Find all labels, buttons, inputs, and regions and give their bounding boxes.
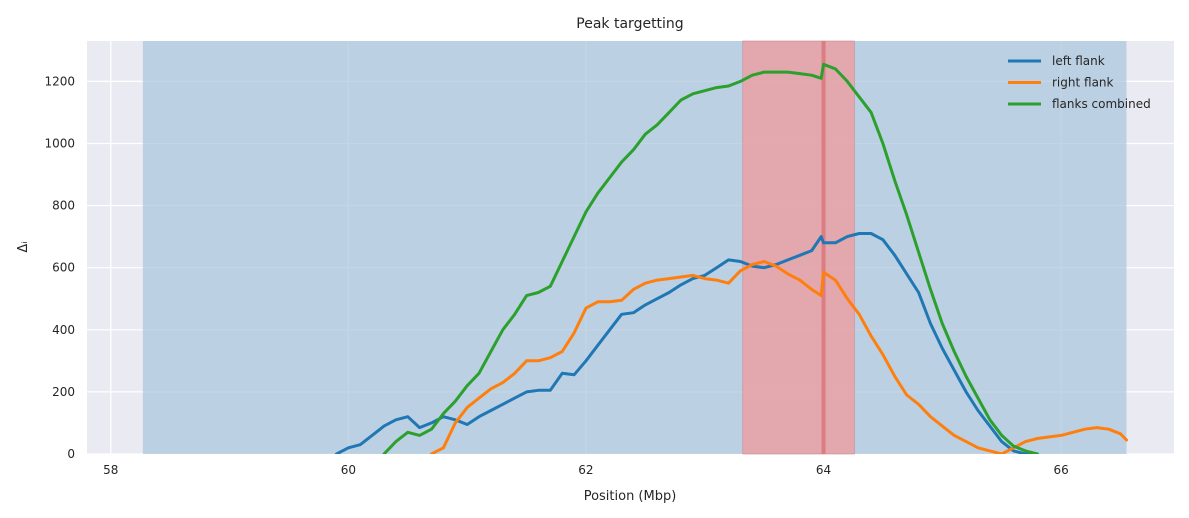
y-axis-label: Δᵢ	[16, 241, 31, 252]
legend-label-left-flank: left flank	[1052, 54, 1105, 68]
y-tick-label: 1200	[44, 74, 75, 88]
y-tick-label: 200	[52, 385, 75, 399]
x-tick-label: 66	[1054, 463, 1069, 477]
y-tick-label: 600	[52, 261, 75, 275]
chart-title: Peak targetting	[576, 16, 683, 32]
series-line-flanks-combined	[382, 62, 1039, 454]
highlight-spans	[142, 40, 1127, 455]
y-tick-label: 1000	[44, 136, 75, 150]
y-tick-labels: 0 200 400 600 800 1000 1200	[44, 74, 75, 461]
legend-label-right-flank: right flank	[1052, 76, 1114, 90]
y-tick-label: 800	[52, 199, 75, 213]
x-tick-label: 64	[816, 463, 831, 477]
y-tick-label: 0	[67, 447, 75, 461]
y-tick-label: 400	[52, 323, 75, 337]
legend: left flank right flank flanks combined	[1008, 54, 1151, 111]
x-tick-label: 60	[341, 463, 356, 477]
x-axis-label: Position (Mbp)	[584, 489, 677, 504]
series-line-left-flank	[335, 232, 1039, 454]
legend-label-flanks-combined: flanks combined	[1052, 97, 1151, 111]
plot-area	[87, 40, 1174, 455]
target-region-span	[742, 40, 855, 455]
x-tick-labels: 58 60 62 64 66	[103, 463, 1069, 477]
x-tick-label: 58	[103, 463, 118, 477]
flank-region-span	[142, 41, 1127, 454]
x-tick-label: 62	[578, 463, 593, 477]
series-lines	[335, 62, 1128, 454]
